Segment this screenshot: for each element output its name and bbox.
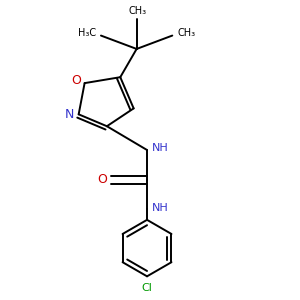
Text: O: O: [71, 74, 81, 87]
Text: NH: NH: [152, 203, 169, 213]
Text: CH₃: CH₃: [128, 6, 146, 16]
Text: H₃C: H₃C: [78, 28, 96, 38]
Text: N: N: [65, 108, 74, 122]
Text: CH₃: CH₃: [178, 28, 196, 38]
Text: NH: NH: [152, 142, 169, 153]
Text: Cl: Cl: [142, 283, 152, 292]
Text: O: O: [98, 173, 107, 186]
